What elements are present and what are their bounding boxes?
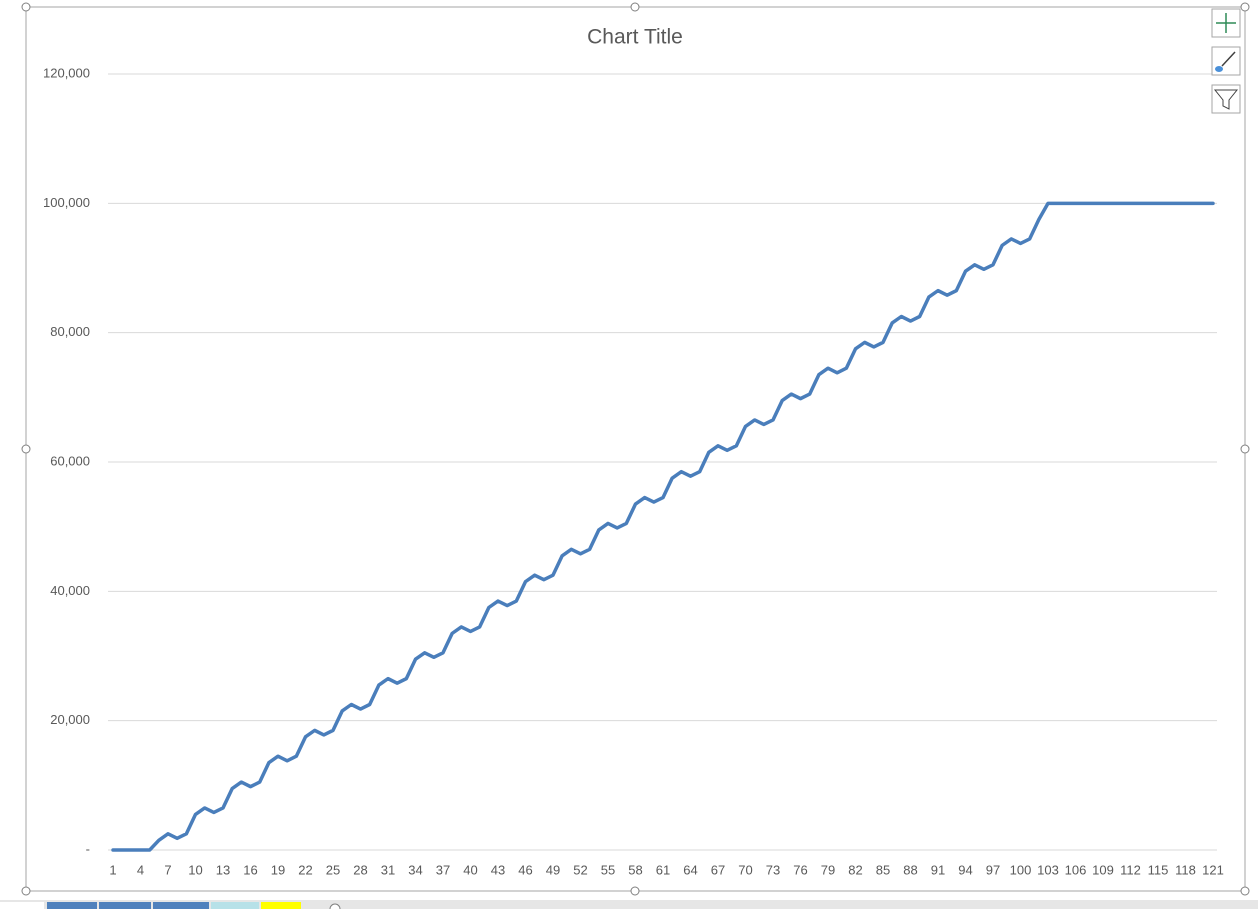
x-tick-label: 85 bbox=[876, 862, 890, 877]
x-tick-label: 7 bbox=[164, 862, 171, 877]
y-tick-label: - bbox=[86, 841, 90, 856]
x-tick-label: 118 bbox=[1175, 862, 1196, 877]
x-tick-label: 16 bbox=[243, 862, 257, 877]
plot-area: - 20,000 40,000 60,000 80,000 100,000 120,000 1… bbox=[43, 65, 1224, 877]
x-tick-label: 13 bbox=[216, 862, 230, 877]
x-tick-label: 115 bbox=[1148, 862, 1169, 877]
x-tick-label: 61 bbox=[656, 862, 670, 877]
x-tick-label: 40 bbox=[463, 862, 477, 877]
chart-filters-button[interactable] bbox=[1211, 84, 1241, 114]
x-tick-label: 19 bbox=[271, 862, 285, 877]
chart-elements-button[interactable] bbox=[1211, 8, 1241, 38]
x-tick-label: 79 bbox=[821, 862, 835, 877]
button-frame[interactable] bbox=[1211, 84, 1241, 114]
chart-area[interactable] bbox=[25, 6, 1246, 892]
x-tick-label: 64 bbox=[683, 862, 697, 877]
x-tick-label: 112 bbox=[1120, 862, 1141, 877]
x-tick-label: 76 bbox=[793, 862, 807, 877]
x-tick-label: 46 bbox=[518, 862, 532, 877]
y-tick-label: 40,000 bbox=[50, 583, 90, 598]
x-tick-label: 109 bbox=[1092, 862, 1114, 877]
sheet-tabs bbox=[0, 900, 1258, 914]
x-tick-label: 28 bbox=[353, 862, 367, 877]
handle[interactable] bbox=[1240, 444, 1250, 454]
x-tick-label: 34 bbox=[408, 862, 422, 877]
x-tick-label: 121 bbox=[1202, 862, 1224, 877]
chart-styles-button[interactable] bbox=[1211, 46, 1241, 76]
brush-icon bbox=[1221, 51, 1236, 67]
handle[interactable] bbox=[21, 886, 31, 896]
x-tick-label: 70 bbox=[738, 862, 752, 877]
y-tick-label: 80,000 bbox=[50, 324, 90, 339]
handle[interactable] bbox=[630, 886, 640, 896]
filter-icon bbox=[1213, 89, 1239, 110]
tab-bar bbox=[0, 900, 1258, 909]
x-tick-label: 94 bbox=[958, 862, 972, 877]
handle[interactable] bbox=[1240, 886, 1250, 896]
x-tick-label: 52 bbox=[573, 862, 587, 877]
x-tick-label: 91 bbox=[931, 862, 945, 877]
x-tick-label: 100 bbox=[1010, 862, 1032, 877]
y-tick-label: 100,000 bbox=[43, 195, 90, 210]
x-tick-label: 73 bbox=[766, 862, 780, 877]
x-tick-label: 82 bbox=[848, 862, 862, 877]
sheet-tab[interactable] bbox=[211, 902, 259, 909]
sheet-tab[interactable] bbox=[0, 902, 44, 909]
x-tick-label: 103 bbox=[1037, 862, 1059, 877]
sheet-tab[interactable] bbox=[153, 902, 209, 909]
y-tick-label: 60,000 bbox=[50, 453, 90, 468]
data-line bbox=[111, 201, 1215, 852]
handle[interactable] bbox=[1240, 2, 1250, 12]
x-tick-label: 1 bbox=[109, 862, 116, 877]
handle[interactable] bbox=[21, 2, 31, 12]
sheet-tab[interactable] bbox=[261, 902, 301, 909]
brush-icon bbox=[1215, 66, 1223, 72]
handle[interactable] bbox=[630, 2, 640, 12]
x-tick-label: 43 bbox=[491, 862, 505, 877]
x-tick-label: 88 bbox=[903, 862, 917, 877]
x-tick-label: 37 bbox=[436, 862, 450, 877]
x-tick-label: 4 bbox=[137, 862, 144, 877]
x-tick-label: 58 bbox=[628, 862, 642, 877]
x-tick-label: 10 bbox=[188, 862, 202, 877]
x-tick-label: 67 bbox=[711, 862, 725, 877]
y-tick-label: 120,000 bbox=[43, 65, 90, 80]
selection-handles bbox=[21, 2, 1250, 896]
x-tick-label: 55 bbox=[601, 862, 615, 877]
x-tick-label: 49 bbox=[546, 862, 560, 877]
x-tick-label: 25 bbox=[326, 862, 340, 877]
x-tick-label: 97 bbox=[986, 862, 1000, 877]
x-tick-label: 31 bbox=[381, 862, 395, 877]
handle[interactable] bbox=[21, 444, 31, 454]
y-tick-label: 20,000 bbox=[50, 712, 90, 727]
chart-title: Chart Title bbox=[587, 26, 683, 49]
x-tick-label: 22 bbox=[298, 862, 312, 877]
sheet-tab[interactable] bbox=[47, 902, 97, 909]
sheet-tab[interactable] bbox=[99, 902, 151, 909]
x-tick-label: 106 bbox=[1065, 862, 1087, 877]
